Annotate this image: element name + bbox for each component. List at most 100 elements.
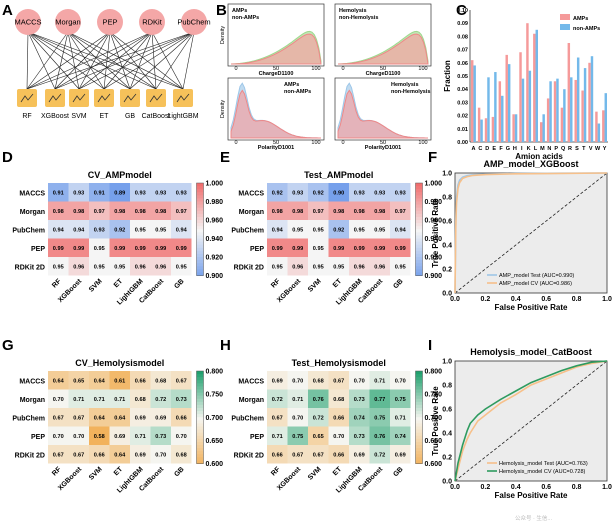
x-tick: I <box>521 146 523 152</box>
heatmap-cell <box>109 257 130 276</box>
colorbar-segment <box>415 223 423 227</box>
row-label: PubChem <box>231 415 264 422</box>
model-glyph <box>149 93 163 103</box>
edge <box>78 31 111 90</box>
x-axis-label: False Positive Rate <box>495 303 568 312</box>
cell-value: 0.71 <box>374 378 385 384</box>
cell-value: 0.66 <box>94 452 105 458</box>
heatmap-cell <box>89 220 110 239</box>
bar <box>507 64 511 142</box>
edge <box>54 31 69 90</box>
cell-value: 0.69 <box>155 415 166 421</box>
cell-value: 0.70 <box>53 434 64 440</box>
col-label: GB <box>392 466 404 478</box>
legend-label: AMP_model Test (AUC=0.990) <box>499 273 574 279</box>
colorbar-tick: 1.000 <box>206 181 224 188</box>
heatmap-cell <box>349 238 370 257</box>
heatmap-cell <box>390 408 411 427</box>
colorbar-tick: 0.900 <box>425 273 443 280</box>
x-tick: 0.4 <box>511 296 521 303</box>
bar <box>602 110 605 142</box>
cell-value: 0.61 <box>114 378 125 384</box>
panel-label-c: C <box>456 2 467 19</box>
colorbar-segment <box>415 429 423 434</box>
cell-value: 0.96 <box>73 264 84 270</box>
x-tick: 0 <box>234 66 237 72</box>
y-tick: 0.01 <box>457 127 468 133</box>
colorbar-tick: 0.920 <box>425 255 443 262</box>
edge <box>78 31 195 90</box>
heatmap-cell <box>369 201 390 220</box>
colorbar-tick: 0.650 <box>206 438 224 445</box>
cell-value: 0.98 <box>155 209 166 215</box>
heatmap-cell <box>171 257 192 276</box>
cell-value: 0.98 <box>354 209 365 215</box>
cell-value: 0.93 <box>354 190 365 196</box>
edge <box>54 31 195 90</box>
heatmap-cell <box>68 445 89 464</box>
cell-value: 0.91 <box>94 190 105 196</box>
cell-value: 0.70 <box>176 434 187 440</box>
colorbar-segment <box>196 374 204 378</box>
heatmap-cell <box>109 389 130 408</box>
col-label: SVM <box>307 466 323 482</box>
colorbar-segment <box>196 426 204 431</box>
colorbar-segment <box>415 229 423 233</box>
colorbar-segment <box>415 216 423 221</box>
cell-value: 0.71 <box>395 415 406 421</box>
heatmap-cell <box>130 220 151 239</box>
heatmap-cell <box>48 408 69 427</box>
feature-label: PubChem <box>177 18 210 27</box>
y-tick: 0.04 <box>457 87 469 93</box>
colorbar-segment <box>196 195 204 199</box>
model-label: XGBoost <box>41 113 69 120</box>
legend-entry: non-AMPs <box>232 15 259 21</box>
colorbar-segment <box>196 411 204 415</box>
heatmap-cell <box>68 220 89 239</box>
y-tick: 0.06 <box>457 61 468 67</box>
colorbar-segment <box>415 377 423 381</box>
cell-value: 0.76 <box>374 434 385 440</box>
colorbar-frame <box>196 370 204 464</box>
row-label: Morgan <box>20 397 45 404</box>
cell-value: 0.92 <box>114 227 125 233</box>
row-label: RDKit 2D <box>234 264 264 271</box>
cell-value: 0.95 <box>135 227 146 233</box>
cell-value: 0.96 <box>155 264 166 270</box>
cell-value: 0.67 <box>313 452 324 458</box>
edge <box>78 31 153 90</box>
heatmap-cell <box>89 257 110 276</box>
cell-value: 0.75 <box>292 434 303 440</box>
heatmap-cell <box>109 220 130 239</box>
heatmap-cell <box>308 389 329 408</box>
heatmap-cell <box>48 238 69 257</box>
colorbar-segment <box>415 253 423 258</box>
colorbar-segment <box>196 204 204 209</box>
colorbar-segment <box>415 404 423 409</box>
heatmap-cell <box>48 257 69 276</box>
heatmap-cell <box>369 371 390 390</box>
edge <box>151 31 184 90</box>
x-tick: 50 <box>380 140 386 146</box>
bar <box>588 62 591 142</box>
edge <box>27 31 56 90</box>
feature-label: RDKit <box>142 18 163 27</box>
x-tick: R <box>568 146 572 152</box>
roc-curve <box>454 360 608 482</box>
row-label: MACCS <box>238 190 264 197</box>
heatmap-cell <box>171 445 192 464</box>
heatmap-cell <box>150 238 171 257</box>
heatmap-cell <box>48 371 69 390</box>
cell-value: 0.94 <box>73 227 85 233</box>
heatmap-cell <box>89 408 110 427</box>
edge <box>26 31 153 90</box>
cell-value: 0.92 <box>313 190 324 196</box>
colorbar-segment <box>196 250 204 255</box>
colorbar-tick: 0.980 <box>206 199 224 206</box>
colorbar-frame <box>415 182 423 276</box>
roc-curve <box>454 360 608 482</box>
heatmap-cell <box>68 201 89 220</box>
colorbar-segment <box>196 383 204 387</box>
colorbar-segment <box>415 383 423 387</box>
colorbar-tick: 1.000 <box>425 181 443 188</box>
